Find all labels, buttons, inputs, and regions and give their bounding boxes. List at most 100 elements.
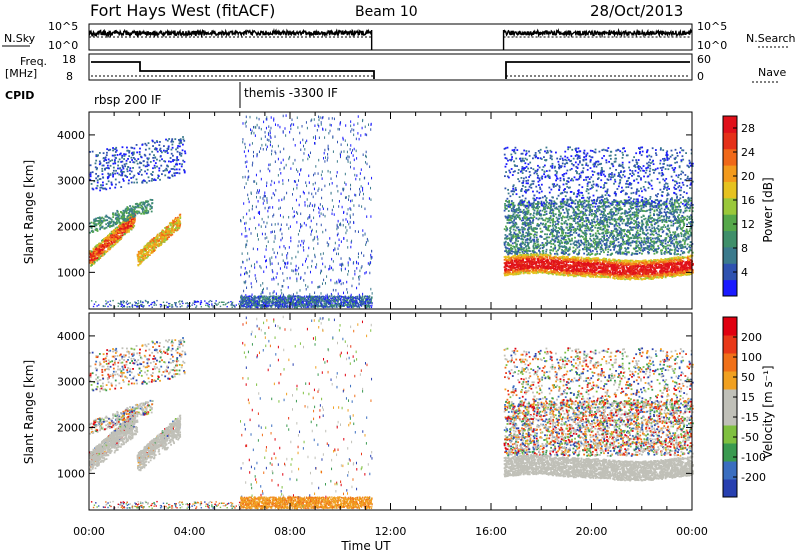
data-point [294, 307, 295, 309]
data-point [246, 304, 247, 306]
data-point [124, 163, 126, 165]
data-point [185, 303, 186, 304]
data-point [317, 129, 318, 132]
data-point [676, 246, 678, 248]
data-point [156, 140, 158, 142]
data-point [621, 231, 623, 233]
data-point [127, 158, 129, 160]
data-point [266, 118, 267, 121]
data-point [128, 152, 130, 154]
data-point [242, 305, 243, 307]
data-point [150, 161, 152, 163]
data-point [331, 192, 332, 195]
data-point [296, 302, 297, 304]
data-point [282, 237, 283, 240]
data-point [104, 240, 106, 242]
data-point [329, 237, 330, 240]
nave-tick-bottom: 0 [697, 70, 704, 83]
data-point [128, 212, 130, 214]
data-point [138, 212, 140, 214]
data-point [283, 148, 284, 151]
data-point [160, 304, 161, 305]
data-point [95, 162, 97, 164]
data-point [91, 256, 93, 258]
data-point [366, 296, 367, 298]
data-point [335, 289, 336, 292]
data-point [151, 206, 153, 208]
cpid-segment-1: rbsp 200 IF [94, 93, 161, 107]
data-point [290, 167, 291, 170]
data-point [333, 260, 334, 263]
data-point [301, 305, 302, 307]
data-point [282, 183, 283, 186]
data-point [284, 127, 285, 130]
data-point [100, 227, 102, 229]
data-point [263, 202, 264, 205]
data-point [368, 296, 369, 298]
data-point [347, 213, 348, 216]
data-point [179, 217, 181, 219]
data-point [333, 249, 334, 252]
data-point [267, 305, 268, 307]
data-point [270, 163, 271, 166]
data-point [166, 165, 168, 167]
data-point [347, 246, 348, 249]
data-point [314, 172, 315, 175]
data-point [327, 153, 328, 156]
data-point [351, 152, 352, 155]
data-point [181, 165, 183, 167]
data-point [370, 187, 371, 190]
data-point [118, 229, 120, 231]
data-point [112, 163, 114, 165]
data-point [181, 305, 182, 306]
data-point [181, 163, 183, 165]
data-point [322, 300, 323, 302]
data-point [179, 169, 181, 171]
data-point [278, 283, 279, 286]
data-point [327, 241, 328, 244]
data-point [176, 306, 177, 307]
data-point [200, 302, 201, 303]
data-point [318, 207, 319, 210]
data-point [345, 226, 346, 229]
data-point [321, 292, 322, 295]
data-point [138, 173, 140, 175]
data-point [316, 223, 317, 226]
data-point [321, 270, 322, 273]
data-point [356, 138, 357, 141]
data-point [330, 298, 331, 300]
data-point [283, 259, 284, 262]
data-point [311, 304, 312, 306]
data-point [176, 164, 178, 166]
data-point [514, 216, 516, 218]
data-point [366, 299, 367, 301]
data-point [256, 206, 257, 209]
data-point [305, 204, 306, 207]
data-point [332, 302, 333, 304]
data-point [118, 305, 119, 306]
data-point [95, 301, 96, 302]
data-point [318, 297, 319, 299]
data-point [296, 168, 297, 171]
data-point [359, 270, 360, 273]
data-point [665, 226, 667, 228]
data-point [145, 300, 146, 301]
data-point [639, 237, 641, 239]
data-point [316, 230, 317, 233]
data-point [263, 148, 264, 151]
data-point [328, 117, 329, 120]
data-point [307, 198, 308, 201]
data-point [359, 178, 360, 181]
data-point [177, 145, 179, 147]
data-point [267, 297, 268, 299]
data-point [246, 271, 247, 274]
data-point [92, 171, 94, 173]
data-point [107, 225, 109, 227]
data-point [132, 176, 134, 178]
data-point [184, 150, 186, 152]
data-point [252, 208, 253, 211]
data-point [249, 258, 250, 261]
data-point [322, 177, 323, 180]
data-point [362, 127, 363, 130]
data-point [357, 122, 358, 125]
